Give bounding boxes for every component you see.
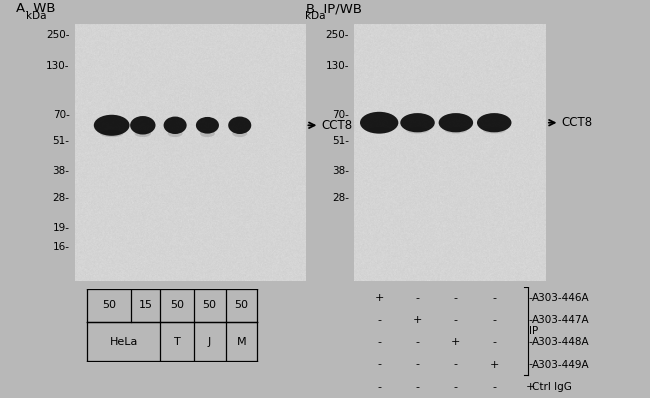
Text: A. WB: A. WB xyxy=(16,2,56,15)
Text: -: - xyxy=(415,337,419,347)
Ellipse shape xyxy=(232,130,247,137)
Text: +: + xyxy=(489,359,499,370)
Text: 250-: 250- xyxy=(326,30,349,41)
Ellipse shape xyxy=(445,127,467,134)
Text: T: T xyxy=(174,337,180,347)
Text: -: - xyxy=(415,382,419,392)
Ellipse shape xyxy=(168,130,183,137)
Text: -: - xyxy=(528,293,532,303)
Text: 15: 15 xyxy=(139,300,153,310)
Text: 28-: 28- xyxy=(53,193,70,203)
Ellipse shape xyxy=(200,130,215,137)
Ellipse shape xyxy=(406,127,429,134)
Text: B. IP/WB: B. IP/WB xyxy=(306,2,361,15)
Text: -: - xyxy=(377,382,381,392)
Text: -: - xyxy=(528,337,532,347)
Text: -: - xyxy=(492,337,496,347)
Text: 70-: 70- xyxy=(332,110,349,120)
Text: M: M xyxy=(237,337,246,347)
Ellipse shape xyxy=(400,113,435,133)
Text: +: + xyxy=(451,337,461,347)
Text: -: - xyxy=(492,315,496,325)
Text: 130-: 130- xyxy=(46,61,70,71)
Text: CCT8: CCT8 xyxy=(322,119,353,132)
Ellipse shape xyxy=(439,113,473,133)
Text: A303-449A: A303-449A xyxy=(532,359,590,370)
Ellipse shape xyxy=(100,130,124,137)
Text: +: + xyxy=(526,382,536,392)
Text: A303-447A: A303-447A xyxy=(532,315,590,325)
Text: +: + xyxy=(413,315,422,325)
Text: -: - xyxy=(377,315,381,325)
Text: -: - xyxy=(454,315,458,325)
Text: 51-: 51- xyxy=(332,136,349,146)
Text: +: + xyxy=(374,293,384,303)
Ellipse shape xyxy=(164,117,187,134)
Text: 50: 50 xyxy=(170,300,184,310)
Text: CCT8: CCT8 xyxy=(562,116,592,129)
Text: kDa: kDa xyxy=(26,11,47,21)
Text: IP: IP xyxy=(529,326,538,336)
Text: 250-: 250- xyxy=(46,30,70,41)
Text: J: J xyxy=(207,337,211,347)
Text: -: - xyxy=(415,293,419,303)
Text: -: - xyxy=(415,359,419,370)
Ellipse shape xyxy=(360,112,398,134)
Text: -: - xyxy=(492,293,496,303)
Text: 50: 50 xyxy=(102,300,116,310)
Ellipse shape xyxy=(477,113,512,133)
Text: -: - xyxy=(454,293,458,303)
Text: 38-: 38- xyxy=(332,166,349,176)
Text: -: - xyxy=(528,315,532,325)
Text: 38-: 38- xyxy=(53,166,70,176)
Ellipse shape xyxy=(367,127,392,134)
Ellipse shape xyxy=(196,117,219,134)
Text: HeLa: HeLa xyxy=(110,337,138,347)
Text: -: - xyxy=(377,359,381,370)
Ellipse shape xyxy=(135,130,151,137)
Text: A303-446A: A303-446A xyxy=(532,293,590,303)
Ellipse shape xyxy=(228,117,252,134)
Text: -: - xyxy=(454,382,458,392)
Text: 130-: 130- xyxy=(326,61,349,71)
Text: 16-: 16- xyxy=(53,242,70,252)
Ellipse shape xyxy=(130,116,155,135)
Text: 50: 50 xyxy=(202,300,216,310)
Text: 51-: 51- xyxy=(53,136,70,146)
Ellipse shape xyxy=(94,115,129,136)
Text: -: - xyxy=(492,382,496,392)
Text: kDa: kDa xyxy=(306,11,326,21)
Text: 50: 50 xyxy=(235,300,248,310)
Text: A303-448A: A303-448A xyxy=(532,337,590,347)
Ellipse shape xyxy=(483,127,506,134)
Text: Ctrl IgG: Ctrl IgG xyxy=(532,382,572,392)
Text: 28-: 28- xyxy=(332,193,349,203)
Text: -: - xyxy=(377,337,381,347)
Text: 70-: 70- xyxy=(53,110,70,120)
Text: -: - xyxy=(528,359,532,370)
Text: 19-: 19- xyxy=(53,223,70,233)
Text: -: - xyxy=(454,359,458,370)
